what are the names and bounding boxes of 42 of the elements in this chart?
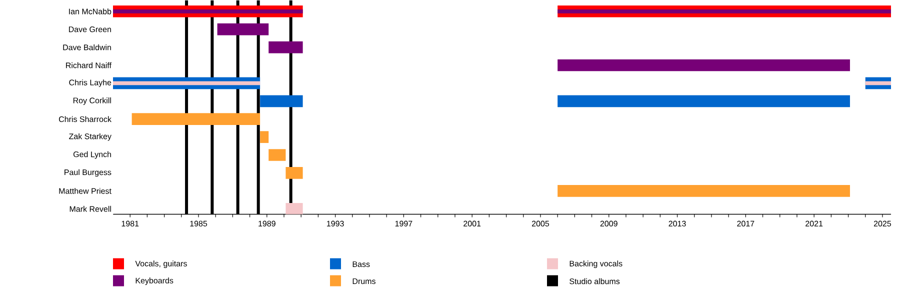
bar (286, 166, 303, 179)
y-tick-label: Ged Lynch (73, 151, 111, 159)
bar (558, 9, 892, 14)
bar (558, 95, 850, 107)
bar (558, 59, 850, 72)
x-tick-label: 2005 (532, 220, 550, 226)
legend-label: Studio albums (570, 278, 620, 284)
x-tick-label: 2001 (464, 220, 481, 226)
x-tick-label: 2013 (668, 220, 686, 226)
x-tick-label: 2009 (600, 220, 618, 226)
bar (268, 41, 303, 54)
y-tick-label: Dave Baldwin (63, 44, 111, 50)
y-tick-label: Chris Sharrock (58, 116, 112, 122)
bar (260, 131, 269, 143)
bar (217, 23, 269, 36)
y-tick-label: Zak Starkey (69, 133, 112, 141)
x-tick-label: 1997 (395, 220, 412, 226)
x-tick-label: 2025 (874, 220, 892, 226)
x-tick-label: 1993 (327, 220, 344, 226)
legend-label: Keyboards (136, 277, 174, 285)
legend-label: Backing vocals (570, 260, 622, 268)
bar (260, 95, 303, 107)
y-tick-label: Paul Burgess (64, 169, 112, 177)
y-tick-label: Mark Revell (70, 206, 111, 212)
legend-label: Drums (352, 278, 376, 284)
x-tick-label: 1981 (122, 220, 139, 226)
y-tick-label: Ian McNabb (69, 8, 112, 14)
legend-label: Vocals, guitars (135, 260, 187, 268)
bar (865, 81, 892, 86)
y-tick-label: Chris Layhe (69, 79, 112, 87)
y-tick-label: Matthew Priest (59, 188, 112, 194)
x-tick-label: 1989 (258, 220, 276, 226)
bar (268, 148, 286, 161)
y-tick-label: Richard Naiff (66, 62, 112, 68)
y-tick-label: Roy Corkill (73, 97, 111, 105)
x-tick-label: 1985 (190, 220, 208, 226)
x-tick-label: 2021 (806, 220, 823, 226)
legend-label: Bass (352, 261, 370, 267)
y-tick-label: Dave Green (69, 26, 111, 32)
bar (132, 113, 260, 125)
bar (558, 184, 850, 197)
x-tick-label: 2017 (737, 220, 754, 226)
